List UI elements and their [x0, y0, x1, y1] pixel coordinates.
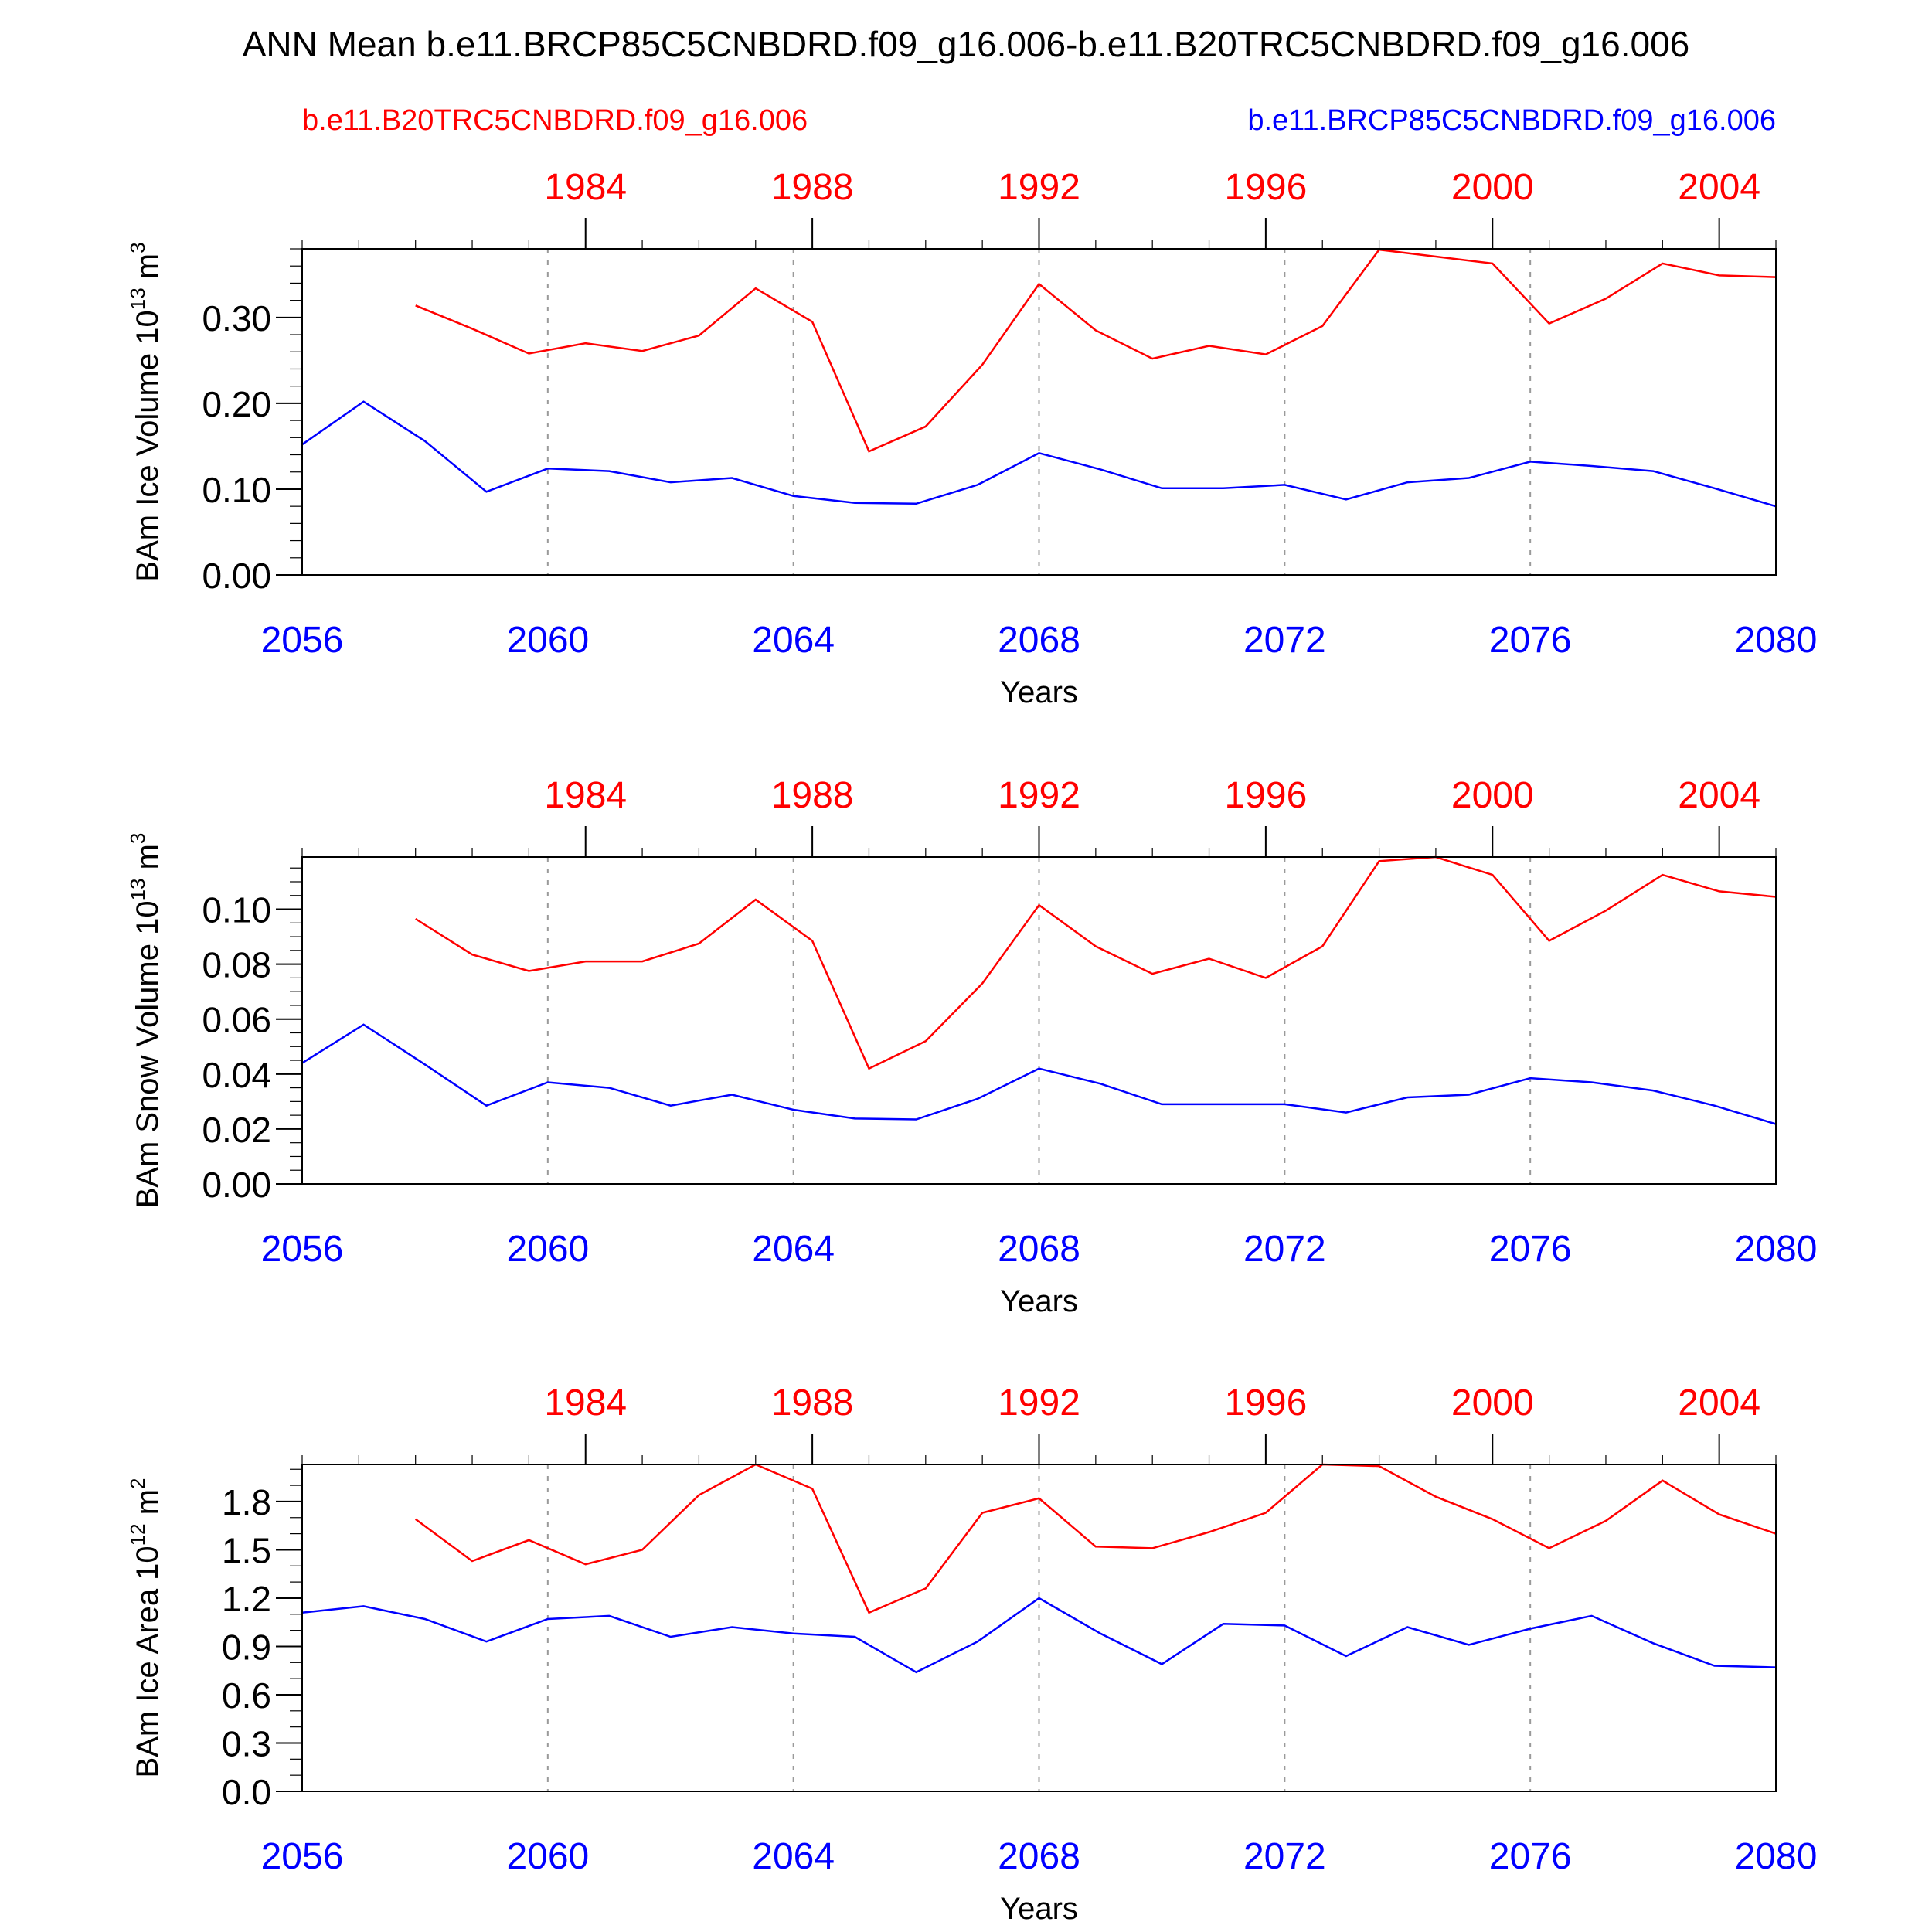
chart-panels: 0.00 0.10 0.20 0.30 1984 1988 1992 1996 2000 2004…	[126, 167, 1817, 1926]
x-top-tick-label: 1992	[998, 775, 1080, 816]
x-bottom-tick-label: 2080	[1735, 620, 1818, 661]
page-title: ANN Mean b.e11.BRCP85C5CNBDRD.f09_g16.00…	[243, 24, 1690, 64]
legend-case-blue: b.e11.BRCP85C5CNBDRD.f09_g16.006	[1247, 104, 1776, 137]
y-tick-label: 0.3	[222, 1723, 271, 1764]
y-tick-label: 0.30	[202, 298, 271, 338]
series-line-red	[414, 1463, 1777, 1614]
plot-frame	[301, 856, 1777, 1185]
x-bottom-tick-label: 2056	[261, 1229, 344, 1270]
x-bottom-tick-label: 2060	[506, 1229, 589, 1270]
x-top-tick-label: 1984	[544, 775, 627, 816]
x-top-tick-label: 1996	[1224, 1383, 1307, 1423]
x-top-tick-label: 2000	[1451, 775, 1534, 816]
series-line-blue	[301, 1023, 1777, 1125]
y-tick-label: 0.10	[202, 890, 271, 930]
x-bottom-tick-label: 2072	[1243, 1229, 1326, 1270]
plot-frame	[301, 248, 1777, 576]
x-top-tick-label: 2004	[1678, 167, 1760, 208]
y-tick-label: 0.08	[202, 945, 271, 985]
y-axis-title: BAm Snow Volume 1013 m3	[126, 833, 165, 1209]
series-line-red	[415, 855, 1777, 1070]
y-tick-label: 0.20	[202, 384, 271, 424]
x-top-tick-label: 1996	[1224, 167, 1307, 208]
x-bottom-tick-label: 2068	[998, 1836, 1080, 1877]
y-tick-label: 0.06	[202, 1000, 271, 1040]
x-top-tick-label: 2000	[1451, 1383, 1534, 1423]
y-tick-label: 1.8	[222, 1482, 271, 1522]
plot-frame	[301, 1464, 1777, 1792]
x-top-tick-label: 1984	[544, 1383, 627, 1423]
x-bottom-tick-label: 2068	[998, 620, 1080, 661]
x-bottom-tick-label: 2056	[261, 1836, 344, 1877]
x-bottom-tick-label: 2060	[506, 1836, 589, 1877]
x-top-tick-label: 1988	[771, 167, 854, 208]
y-tick-label: 0.10	[202, 470, 271, 510]
x-bottom-tick-label: 2076	[1489, 1836, 1572, 1877]
series-line-blue	[301, 1597, 1777, 1674]
x-bottom-tick-label: 2060	[506, 620, 589, 661]
x-bottom-tick-label: 2056	[261, 620, 344, 661]
y-axis-title: BAm Ice Volume 1013 m3	[126, 242, 165, 581]
x-bottom-tick-label: 2076	[1489, 1229, 1572, 1270]
y-tick-label: 0.02	[202, 1110, 271, 1150]
x-top-tick-label: 1984	[544, 167, 627, 208]
x-bottom-tick-label: 2064	[752, 620, 835, 661]
x-bottom-tick-label: 2080	[1735, 1229, 1818, 1270]
x-axis-title: Years	[1000, 675, 1078, 709]
x-axis-title: Years	[1000, 1284, 1078, 1318]
legend-case-red: b.e11.B20TRC5CNBDRD.f09_g16.006	[302, 104, 808, 137]
y-tick-label: 1.2	[222, 1579, 271, 1619]
x-top-tick-label: 1996	[1224, 775, 1307, 816]
x-bottom-tick-label: 2080	[1735, 1836, 1818, 1877]
y-tick-label: 0.9	[222, 1627, 271, 1667]
x-top-tick-label: 1992	[998, 167, 1080, 208]
y-tick-label: 0.04	[202, 1055, 271, 1095]
x-bottom-tick-label: 2064	[752, 1229, 835, 1270]
panel-ice-volume: 0.00 0.10 0.20 0.30 1984 1988 1992 1996 2000 2004…	[126, 167, 1817, 709]
series-line-red	[415, 248, 1777, 453]
panel-snow-volume: 0.00 0.02 0.04 0.06 0.08 0.10 1984 1988 1992 1996…	[126, 775, 1817, 1318]
x-top-tick-label: 2004	[1678, 775, 1760, 816]
x-top-tick-label: 1988	[771, 1383, 854, 1423]
x-bottom-tick-label: 2068	[998, 1229, 1080, 1270]
x-top-tick-label: 1992	[998, 1383, 1080, 1423]
y-tick-label: 0.00	[202, 556, 271, 596]
x-bottom-tick-label: 2072	[1243, 620, 1326, 661]
y-tick-label: 1.5	[222, 1530, 271, 1570]
x-top-tick-label: 2004	[1678, 1383, 1760, 1423]
x-bottom-tick-label: 2072	[1243, 1836, 1326, 1877]
y-tick-label: 0.00	[202, 1165, 271, 1205]
x-bottom-tick-label: 2076	[1489, 620, 1572, 661]
panel-ice-area: 0.0 0.3 0.6 0.9 1.2 1.5 1.8 1984 1988 1992 1996 200…	[126, 1383, 1817, 1926]
x-top-tick-label: 2000	[1451, 167, 1534, 208]
y-axis-title: BAm Ice Area 1012 m2	[126, 1478, 165, 1778]
x-bottom-tick-label: 2064	[752, 1836, 835, 1877]
y-tick-label: 0.6	[222, 1675, 271, 1716]
x-top-tick-label: 1988	[771, 775, 854, 816]
y-tick-label: 0.0	[222, 1772, 271, 1812]
x-axis-title: Years	[1000, 1892, 1078, 1926]
series-line-blue	[301, 400, 1777, 508]
